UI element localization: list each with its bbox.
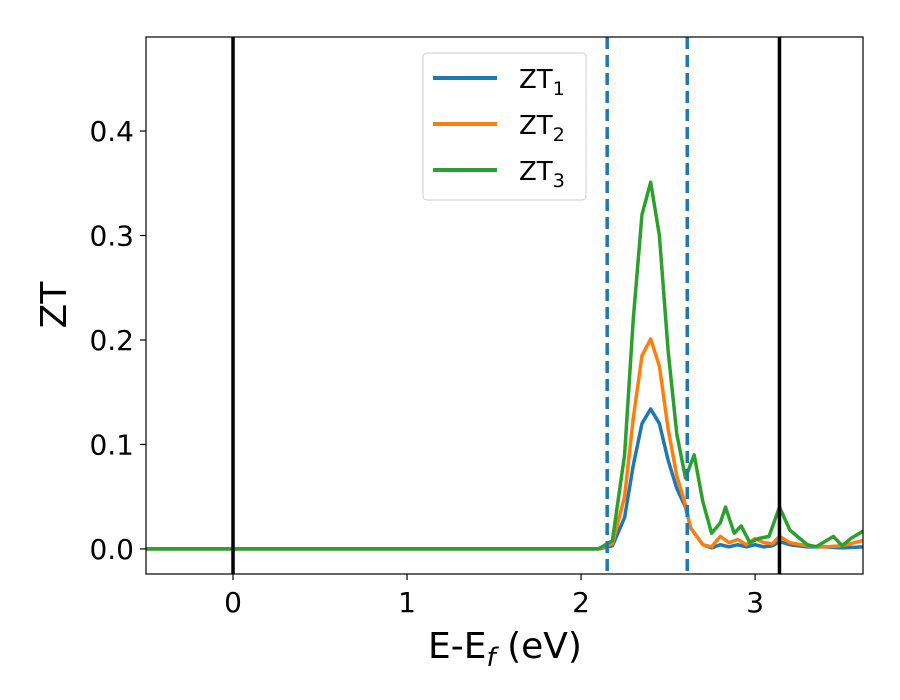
x-axis-label-main: E-E — [428, 626, 486, 667]
series-line-3 — [146, 180, 863, 551]
axes-frame — [145, 36, 864, 575]
x-axis-label: E-Ef (eV) — [428, 626, 582, 673]
y-axis-label: ZT — [34, 281, 75, 329]
x-tick-label: 0 — [224, 586, 242, 619]
x-tick-label: 3 — [746, 586, 764, 619]
series-line-1 — [146, 407, 863, 551]
x-axis-label-unit: (eV) — [496, 626, 582, 667]
x-tick-label: 2 — [572, 586, 590, 619]
legend: ZT1 ZT2 ZT3 — [422, 52, 587, 201]
plot-clip-group — [146, 37, 863, 574]
series-line-2 — [146, 337, 863, 551]
x-tick-label: 1 — [398, 586, 416, 619]
legend-box — [422, 52, 587, 201]
y-tick-label: 0.4 — [89, 115, 134, 148]
y-tick-label: 0.0 — [89, 533, 134, 566]
axes: 0 1 2 3 0.0 0.1 0.2 0.3 0.4 — [89, 36, 864, 619]
plot-area — [146, 37, 863, 574]
y-tick-label: 0.1 — [89, 428, 134, 461]
y-tick-label: 0.3 — [89, 220, 134, 253]
y-tick-label: 0.2 — [89, 324, 134, 357]
legend-label-1: ZT1 — [519, 65, 565, 100]
legend-label-3: ZT3 — [519, 157, 565, 192]
legend-label-2: ZT2 — [519, 111, 565, 146]
